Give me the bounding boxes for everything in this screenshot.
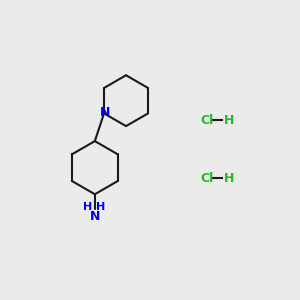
Text: Cl: Cl (200, 114, 213, 127)
Text: N: N (90, 210, 100, 224)
Text: N: N (100, 106, 110, 119)
Text: Cl: Cl (200, 172, 213, 184)
Text: H: H (96, 202, 105, 212)
Text: H: H (224, 172, 235, 184)
Text: H: H (224, 114, 235, 127)
Text: H: H (83, 202, 92, 212)
